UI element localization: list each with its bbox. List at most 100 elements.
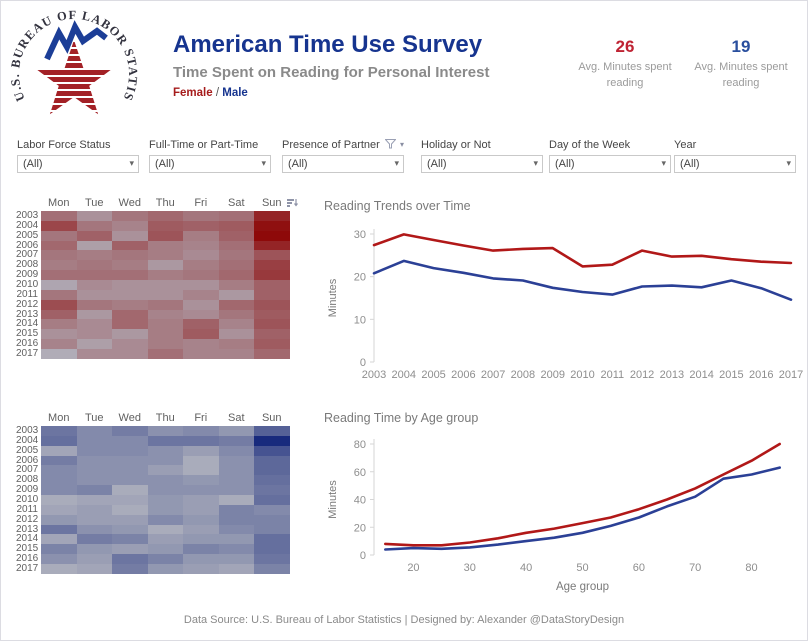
heatmap-cell-2013-wed[interactable]: [112, 524, 148, 535]
filter-dropdown-presence-of-partner[interactable]: (All) ▾: [282, 155, 404, 173]
heatmap-cell-2006-thu[interactable]: [147, 455, 183, 466]
heatmap-cell-2015-sun[interactable]: [254, 544, 290, 555]
heatmap-cell-2011-fri[interactable]: [183, 289, 219, 300]
heatmap-cell-2003-thu[interactable]: [147, 211, 183, 221]
funnel-icon[interactable]: [384, 139, 396, 149]
heatmap-cell-2005-fri[interactable]: [183, 445, 219, 456]
heatmap-cell-2013-tue[interactable]: [76, 309, 112, 320]
heatmap-cell-2006-wed[interactable]: [112, 455, 148, 466]
heatmap-cell-2004-tue[interactable]: [76, 435, 112, 446]
heatmap-cell-2007-thu[interactable]: [147, 465, 183, 476]
heatmap-cell-2010-fri[interactable]: [183, 495, 219, 505]
heatmap-cell-2010-tue[interactable]: [76, 495, 112, 505]
heatmap-cell-2004-sat[interactable]: [218, 435, 254, 446]
heatmap-cell-2004-fri[interactable]: [183, 220, 219, 231]
heatmap-cell-2005-wed[interactable]: [112, 445, 148, 456]
heatmap-cell-2008-thu[interactable]: [147, 475, 183, 486]
heatmap-cell-2005-tue[interactable]: [76, 230, 112, 241]
heatmap-cell-2015-sun[interactable]: [254, 329, 290, 340]
heatmap-cell-2005-mon[interactable]: [41, 230, 77, 241]
male-line[interactable]: [372, 259, 793, 301]
heatmap-cell-2014-thu[interactable]: [147, 534, 183, 545]
heatmap-cell-2003-sat[interactable]: [218, 211, 254, 221]
heatmap-cell-2007-sun[interactable]: [254, 250, 290, 261]
filter-dropdown-day-of-the-week[interactable]: (All) ▾: [549, 155, 671, 173]
heatmap-cell-2015-fri[interactable]: [183, 329, 219, 340]
heatmap-cell-2008-wed[interactable]: [112, 475, 148, 486]
heatmap-cell-2013-sat[interactable]: [218, 309, 254, 320]
dropdown-caret-icon[interactable]: ▾: [661, 158, 666, 168]
heatmap-cell-2012-fri[interactable]: [183, 299, 219, 310]
heatmap-cell-2003-tue[interactable]: [76, 211, 112, 221]
heatmap-cell-2011-sun[interactable]: [254, 504, 290, 515]
heatmap-cell-2010-sun[interactable]: [254, 495, 290, 505]
heatmap-cell-2009-mon[interactable]: [41, 485, 77, 496]
heatmap-cell-2012-mon[interactable]: [41, 514, 77, 525]
heatmap-cell-2004-sun[interactable]: [254, 435, 290, 446]
heatmap-cell-2010-sat[interactable]: [218, 280, 254, 290]
heatmap-cell-2007-wed[interactable]: [112, 465, 148, 476]
heatmap-cell-2007-tue[interactable]: [76, 250, 112, 261]
heatmap-cell-2010-wed[interactable]: [112, 280, 148, 290]
heatmap-cell-2009-wed[interactable]: [112, 270, 148, 281]
filter-dropdown-year[interactable]: (All) ▾: [674, 155, 796, 173]
heatmap-cell-2005-sat[interactable]: [218, 445, 254, 456]
heatmap-cell-2006-thu[interactable]: [147, 240, 183, 251]
heatmap-cell-2017-sun[interactable]: [254, 349, 290, 359]
heatmap-cell-2005-fri[interactable]: [183, 230, 219, 241]
heatmap-cell-2010-sat[interactable]: [218, 495, 254, 505]
filter-menu-caret-icon[interactable]: ▾: [399, 139, 404, 149]
heatmap-cell-2014-wed[interactable]: [112, 319, 148, 330]
heatmap-cell-2005-sun[interactable]: [254, 230, 290, 241]
heatmap-cell-2004-sun[interactable]: [254, 220, 290, 231]
heatmap-cell-2017-fri[interactable]: [183, 349, 219, 359]
heatmap-cell-2016-fri[interactable]: [183, 339, 219, 350]
heatmap-cell-2014-sun[interactable]: [254, 319, 290, 330]
heatmap-cell-2010-mon[interactable]: [41, 495, 77, 505]
heatmap-cell-2017-sun[interactable]: [254, 564, 290, 574]
heatmap-cell-2009-sun[interactable]: [254, 270, 290, 281]
heatmap-cell-2003-sat[interactable]: [218, 426, 254, 436]
heatmap-cell-2012-thu[interactable]: [147, 514, 183, 525]
filter-dropdown-full-time-or-part-time[interactable]: (All) ▾: [149, 155, 271, 173]
heatmap-cell-2013-thu[interactable]: [147, 524, 183, 535]
heatmap-cell-2008-wed[interactable]: [112, 260, 148, 271]
heatmap-cell-2009-sun[interactable]: [254, 485, 290, 496]
heatmap-cell-2004-wed[interactable]: [112, 220, 148, 231]
heatmap-cell-2008-fri[interactable]: [183, 475, 219, 486]
heatmap-cell-2006-tue[interactable]: [76, 455, 112, 466]
heatmap-cell-2012-tue[interactable]: [76, 299, 112, 310]
heatmap-cell-2005-thu[interactable]: [147, 445, 183, 456]
dropdown-caret-icon[interactable]: ▾: [533, 158, 538, 168]
heatmap-cell-2015-wed[interactable]: [112, 544, 148, 555]
heatmap-cell-2012-sat[interactable]: [218, 514, 254, 525]
heatmap-cell-2015-mon[interactable]: [41, 329, 77, 340]
heatmap-cell-2013-fri[interactable]: [183, 309, 219, 320]
heatmap-cell-2003-thu[interactable]: [147, 426, 183, 436]
heatmap-cell-2006-mon[interactable]: [41, 455, 77, 466]
heatmap-cell-2010-fri[interactable]: [183, 280, 219, 290]
heatmap-cell-2008-fri[interactable]: [183, 260, 219, 271]
heatmap-cell-2012-wed[interactable]: [112, 514, 148, 525]
heatmap-cell-2008-sat[interactable]: [218, 475, 254, 486]
heatmap-cell-2008-thu[interactable]: [147, 260, 183, 271]
heatmap-cell-2012-tue[interactable]: [76, 514, 112, 525]
dropdown-caret-icon[interactable]: ▾: [129, 158, 134, 168]
heatmap-cell-2017-fri[interactable]: [183, 564, 219, 574]
heatmap-cell-2007-mon[interactable]: [41, 250, 77, 261]
heatmap-cell-2007-sat[interactable]: [218, 250, 254, 261]
heatmap-cell-2008-tue[interactable]: [76, 260, 112, 271]
heatmap-cell-2014-sat[interactable]: [218, 534, 254, 545]
heatmap-cell-2012-sat[interactable]: [218, 299, 254, 310]
heatmap-cell-2005-thu[interactable]: [147, 230, 183, 241]
filter-dropdown-labor-force-status[interactable]: (All) ▾: [17, 155, 139, 173]
heatmap-cell-2004-wed[interactable]: [112, 435, 148, 446]
heatmap-cell-2013-wed[interactable]: [112, 309, 148, 320]
heatmap-cell-2006-mon[interactable]: [41, 240, 77, 251]
heatmap-cell-2014-fri[interactable]: [183, 319, 219, 330]
heatmap-cell-2017-sat[interactable]: [218, 349, 254, 359]
female-line[interactable]: [383, 442, 782, 547]
heatmap-cell-2010-thu[interactable]: [147, 495, 183, 505]
heatmap-cell-2003-fri[interactable]: [183, 426, 219, 436]
heatmap-cell-2016-sun[interactable]: [254, 554, 290, 565]
